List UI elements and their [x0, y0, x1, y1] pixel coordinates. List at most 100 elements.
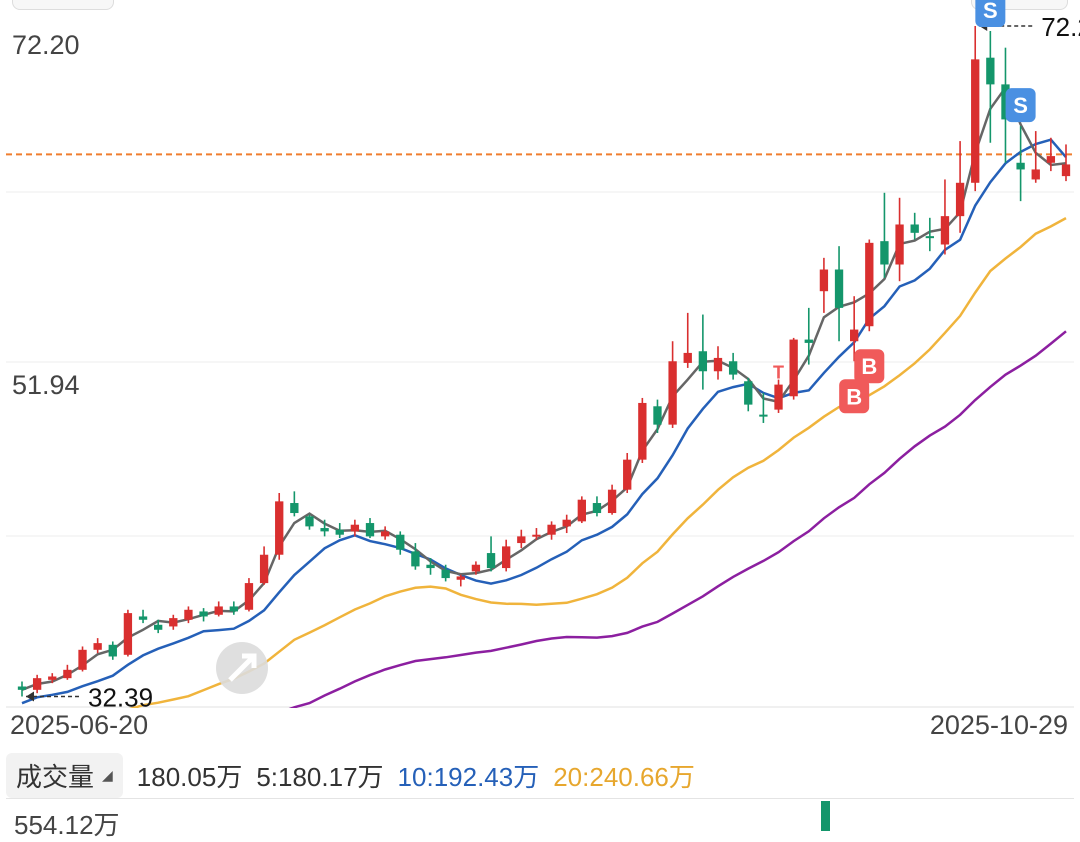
indicator-selector[interactable]: 成交量 ◢ [6, 752, 123, 798]
candle-body [305, 516, 314, 527]
ma60-line [21, 330, 1067, 775]
candle-body [623, 459, 632, 490]
candle-body [78, 649, 87, 670]
candle-body [411, 551, 420, 567]
kline-plot[interactable]: 72.20 32.39 S S BB T [0, 0, 1080, 775]
signal-t-label: T [773, 363, 784, 383]
candle-body [1016, 162, 1025, 170]
candle-body [865, 242, 874, 327]
end-date-label: 2025-10-29 [929, 710, 1068, 740]
signal-b-badge [854, 349, 885, 384]
candle-body [895, 224, 904, 265]
signal-b-label: B [861, 354, 877, 379]
candle-body [683, 352, 692, 363]
candle-body [320, 528, 329, 532]
signal-s-badge [1005, 88, 1036, 123]
candle-body [335, 529, 344, 535]
candle-body [880, 241, 889, 265]
volume-ma10: 10:192.43万 [397, 761, 540, 792]
candle-body [728, 361, 738, 375]
candle-body [290, 503, 299, 514]
candle-body [547, 524, 556, 535]
candle-body [789, 339, 798, 397]
candle-body [471, 564, 481, 572]
candle-body [365, 523, 375, 537]
candle-body [426, 564, 435, 569]
ma10-line [21, 138, 1067, 705]
signal-b-label: B [846, 384, 862, 409]
candle-body [653, 406, 662, 425]
candle-body [940, 216, 950, 245]
candle-body [819, 269, 829, 292]
candle-body [486, 553, 496, 569]
candle-body [517, 536, 526, 544]
candle-body [63, 669, 72, 679]
volume-indicator-bar: 成交量 ◢ 180.05万 5:180.17万 10:192.43万 20:24… [0, 752, 1080, 798]
candle-body [577, 499, 586, 522]
start-date-label: 2025-06-20 [10, 710, 149, 740]
candle-body [502, 546, 511, 569]
price-mid-label: 51.94 [12, 370, 80, 400]
candle-body [850, 329, 859, 342]
volume-current: 180.05万 [136, 761, 243, 792]
candle-body [986, 57, 995, 85]
candle-body [154, 624, 163, 630]
candle-body [925, 236, 934, 239]
signal-s-label: S [983, 0, 998, 23]
candle-body [834, 269, 844, 308]
volume-ma20: 20:240.66万 [553, 761, 695, 792]
candle-body [955, 182, 965, 217]
candle-body [774, 384, 783, 410]
candle-body [169, 618, 178, 627]
candle-body [910, 224, 919, 233]
candle-body [971, 59, 980, 183]
ma20-line [21, 217, 1067, 742]
signal-b-badge [839, 379, 870, 414]
candle-body [1046, 156, 1056, 163]
candle-body [93, 643, 102, 650]
kline-chart[interactable]: 72.20 32.39 S S BB T [0, 0, 1080, 824]
candle-body [48, 676, 57, 680]
candle-body [350, 524, 360, 532]
candle-body [607, 489, 617, 514]
candle-body [229, 606, 238, 612]
dropdown-triangle-icon: ◢ [102, 766, 113, 783]
candle-body [532, 534, 541, 537]
candle-body [698, 351, 708, 372]
candle-body [138, 616, 148, 620]
candle-body [199, 611, 208, 617]
watermark-arrow-icon [228, 653, 257, 682]
volume-panel: 554.12万 [6, 798, 1074, 840]
candle-body [184, 609, 193, 620]
candle-body [759, 414, 768, 417]
candle-body [456, 576, 465, 580]
candle-body [1001, 84, 1010, 120]
candle-body [1031, 169, 1040, 180]
candle-body [17, 686, 27, 690]
volume-bar [821, 801, 830, 831]
candle-body [396, 534, 405, 550]
candle-body [744, 381, 753, 405]
candle-body [562, 519, 571, 527]
candle-body [668, 361, 677, 425]
signal-s-label: S [1013, 93, 1028, 118]
min-price-annotation: 32.39 [88, 683, 153, 708]
ma5-line [21, 85, 1067, 691]
candle-body [123, 613, 133, 655]
indicator-selector-label: 成交量 [16, 761, 95, 792]
candle-body [441, 569, 450, 579]
candle-body [275, 501, 284, 555]
signal-s-badge [975, 0, 1006, 28]
candle-body [108, 644, 117, 657]
top-toolbar [0, 0, 1080, 10]
price-high-label: 72.20 [12, 30, 80, 60]
max-price-annotation: 72.20 [1041, 12, 1080, 42]
volume-ma5: 5:180.17万 [256, 761, 384, 792]
candle-body [244, 583, 254, 610]
candle-body [380, 531, 390, 537]
candle-body [259, 554, 269, 584]
candle-body [592, 503, 602, 514]
candle-body [713, 357, 723, 372]
candle-body [1061, 164, 1071, 177]
candle-body [214, 606, 223, 615]
